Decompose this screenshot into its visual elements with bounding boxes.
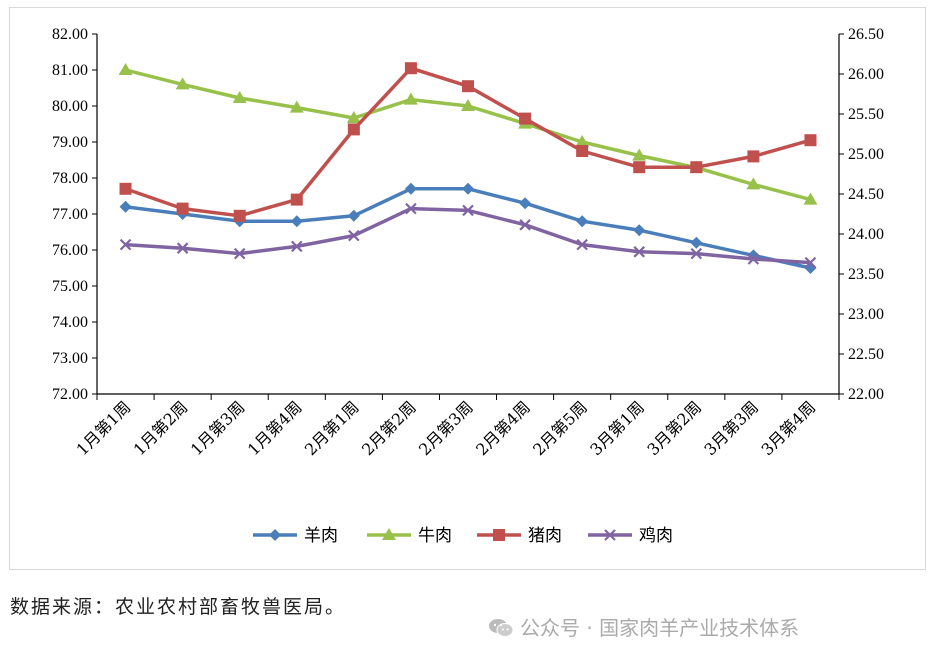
x-tick-label: 1月第1周 (73, 397, 135, 459)
data-point-2 (461, 99, 475, 111)
data-point-4 (633, 246, 646, 258)
left-tick-label: 82.00 (52, 26, 88, 43)
data-point-2 (118, 63, 133, 75)
left-tick-label: 73.00 (52, 350, 88, 367)
right-tick-label: 24.50 (848, 186, 884, 203)
data-point-1 (690, 236, 703, 249)
data-point-3 (176, 202, 189, 215)
right-tick-label: 24.00 (848, 226, 884, 243)
data-point-1 (347, 209, 360, 222)
chart-frame: 72.00 73.00 74.00 75.00 76.00 77.00 78.00 79.00… (9, 7, 926, 570)
data-point-3 (233, 209, 246, 222)
data-point-4 (405, 202, 417, 215)
data-point-3 (633, 161, 646, 174)
legend-label: 猪肉 (528, 526, 562, 546)
right-tick-label: 23.00 (848, 306, 884, 323)
x-tick-label: 3月第4周 (758, 397, 820, 459)
data-point-3 (747, 150, 760, 163)
data-point-3 (576, 145, 589, 157)
x-tick-label: 2月第3周 (415, 397, 477, 459)
right-tick-label: 25.00 (848, 146, 884, 163)
data-point-4 (348, 229, 360, 242)
data-point-3 (519, 112, 532, 125)
data-point-1 (576, 215, 589, 228)
data-point-2 (575, 135, 590, 147)
wechat-icon (489, 619, 514, 637)
watermark: 公众号 · 国家肉羊产业技术体系 (488, 612, 799, 641)
data-point-4 (747, 253, 760, 265)
legend-marker (493, 529, 505, 541)
left-tick-label: 79.00 (52, 134, 88, 151)
right-tick-label: 22.50 (848, 346, 884, 363)
right-tick-label: 22.00 (848, 386, 884, 403)
x-tick-label: 2月第4周 (472, 397, 534, 459)
left-tick-label: 81.00 (52, 62, 88, 79)
right-tick-label: 26.00 (848, 66, 884, 83)
data-point-1 (633, 224, 646, 237)
legend-marker (382, 528, 396, 540)
line-chart: 72.00 73.00 74.00 75.00 76.00 77.00 78.00 79.00… (52, 26, 884, 546)
x-tick-label: 3月第2周 (643, 397, 705, 459)
data-point-4 (233, 247, 246, 260)
series-line-4 (125, 206, 811, 265)
legend-marker (269, 529, 281, 541)
data-point-1 (519, 197, 532, 210)
data-point-1 (462, 182, 474, 195)
x-tick-label: 1月第2周 (130, 397, 192, 459)
legend-label: 牛肉 (418, 526, 452, 546)
left-tick-label: 77.00 (52, 206, 88, 223)
data-point-2 (403, 92, 418, 105)
right-tick-label: 25.50 (848, 106, 884, 123)
x-tick-label: 2月第1周 (301, 397, 363, 459)
data-point-3 (804, 134, 817, 147)
legend-marker (604, 529, 616, 541)
data-point-4 (576, 238, 588, 251)
legend-label: 鸡肉 (639, 526, 673, 546)
left-tick-label: 72.00 (52, 386, 88, 403)
data-point-3 (690, 161, 703, 174)
x-tick-label: 1月第3周 (187, 397, 249, 459)
left-tick-label: 80.00 (52, 98, 88, 115)
data-point-4 (462, 204, 474, 217)
data-point-4 (119, 238, 132, 251)
x-tick-label: 1月第4周 (244, 397, 306, 459)
data-source-note: 数据来源：农业农村部畜牧兽医局。 (10, 596, 347, 618)
data-point-3 (119, 182, 132, 195)
right-tick-label: 26.50 (848, 26, 884, 43)
x-tick-label: 3月第3周 (700, 397, 762, 459)
data-point-3 (347, 123, 360, 136)
data-point-2 (346, 111, 361, 123)
data-point-2 (803, 192, 818, 205)
left-tick-label: 75.00 (52, 278, 88, 295)
data-point-4 (690, 247, 703, 260)
left-tick-label: 74.00 (52, 314, 88, 331)
x-tick-label: 2月第2周 (358, 397, 420, 459)
data-point-2 (632, 148, 647, 161)
data-point-2 (289, 100, 304, 113)
data-point-4 (290, 240, 303, 253)
data-point-3 (462, 80, 474, 93)
data-point-1 (290, 215, 303, 228)
data-point-4 (519, 219, 531, 231)
watermark-text: 公众号 · 国家肉羊产业技术体系 (520, 616, 800, 640)
left-tick-label: 76.00 (52, 242, 88, 259)
data-point-1 (404, 182, 417, 195)
data-point-3 (404, 62, 417, 75)
data-point-1 (119, 200, 132, 213)
data-point-4 (176, 242, 189, 254)
data-point-2 (746, 177, 761, 190)
data-point-2 (232, 91, 247, 103)
right-tick-label: 23.50 (848, 266, 884, 283)
x-tick-label: 3月第1周 (586, 397, 648, 459)
left-tick-label: 78.00 (52, 170, 88, 187)
data-point-4 (804, 256, 817, 269)
x-tick-label: 2月第5周 (529, 397, 591, 459)
legend-label: 羊肉 (304, 526, 338, 546)
data-point-3 (290, 193, 303, 206)
data-point-2 (175, 77, 190, 90)
